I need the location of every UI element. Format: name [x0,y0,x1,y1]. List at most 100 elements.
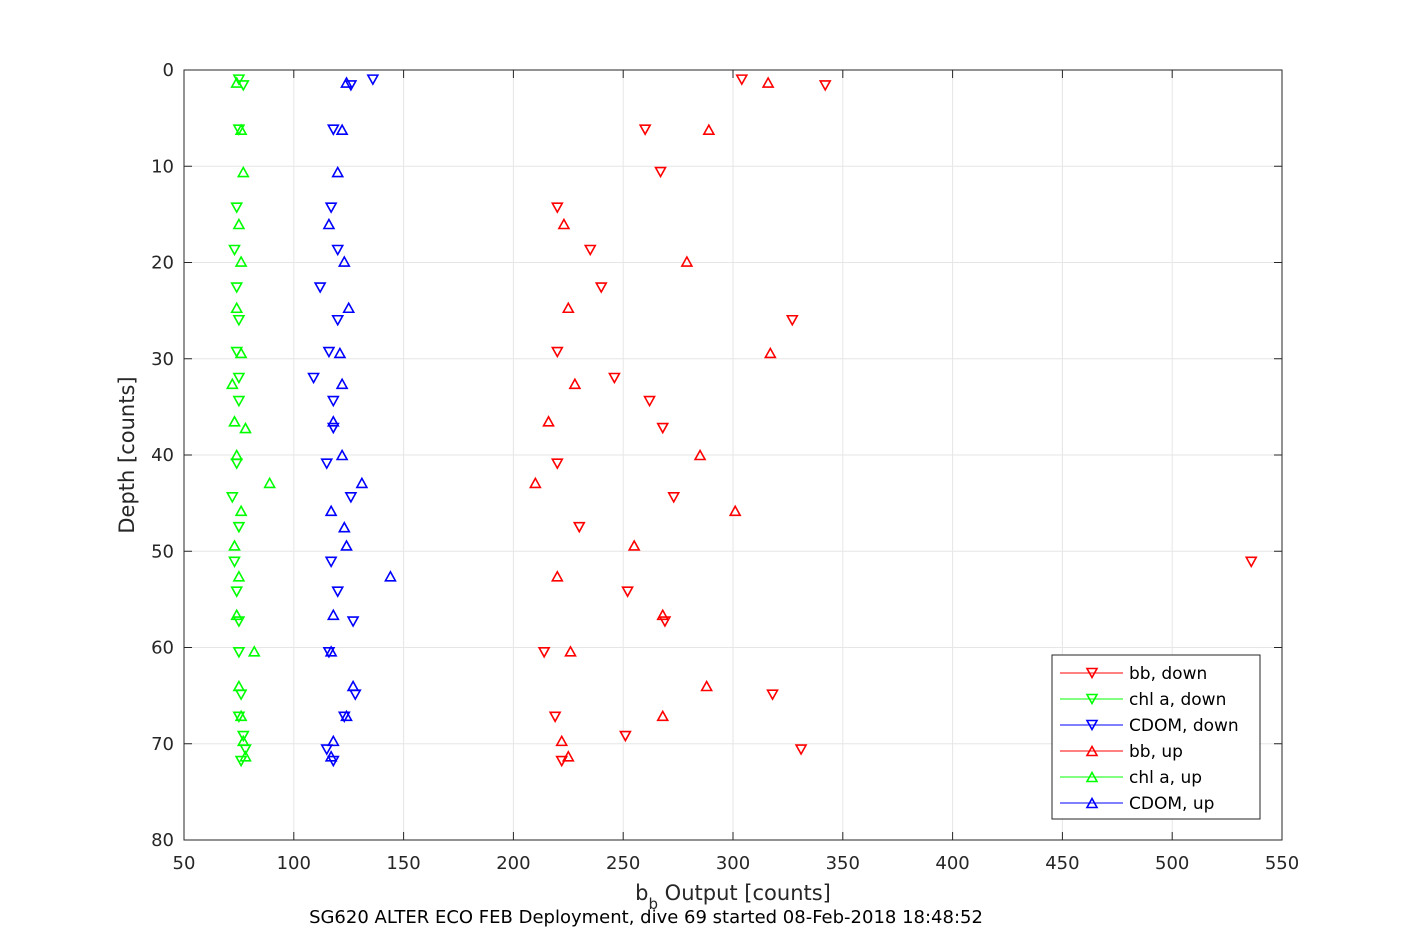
data-point [693,448,707,461]
data-point [355,476,369,489]
data-point [555,734,569,747]
data-point [230,301,244,314]
legend-label: bb, up [1129,742,1183,762]
data-point [735,74,749,86]
data-point [337,255,351,267]
data-point [346,616,360,628]
data-point [557,217,571,230]
data-point [550,458,564,470]
y-axis-label: Depth [counts] [115,376,139,533]
data-point [658,616,672,628]
data-point [794,744,808,756]
data-point [228,244,241,257]
data-point [234,504,248,517]
legend-marker [1085,796,1099,809]
legend-marker [1085,667,1099,680]
data-point [313,282,327,294]
data-point [621,586,634,598]
data-point [324,202,338,214]
x-tick-label: 100 [277,853,311,874]
axis-ticks: 50 100 150 200 250 300 350 400 450 500 550 0 10 20 30 4… [151,60,1299,874]
y-tick-label: 30 [151,349,174,370]
data-point [307,372,320,385]
data-point [234,346,248,359]
x-tick-label: 200 [496,853,530,874]
data-point [340,709,353,722]
data-point [548,711,562,723]
data-point [236,734,250,747]
data-point [366,74,380,86]
data-point [340,539,353,551]
legend-label: chl a, up [1129,768,1202,788]
data-point [239,750,252,762]
data-point [337,521,351,533]
data-point [230,76,244,88]
data-point [234,709,248,722]
data-point [324,556,338,568]
data-point [643,395,656,408]
legend-label: bb, down [1129,664,1207,684]
series-bb-down [537,74,1258,768]
y-tick-label: 40 [151,445,174,466]
data-point [326,608,340,621]
data-point [331,314,345,327]
data-point [818,80,832,92]
legend-marker [1085,770,1099,783]
data-point [342,301,356,314]
legend-marker [1085,719,1099,732]
data-point [561,301,575,314]
data-point [763,346,777,359]
data-point [344,492,358,504]
x-tick-label: 350 [826,853,860,874]
data-point [236,730,250,743]
y-tick-label: 60 [151,638,174,659]
data-point [761,76,775,88]
data-point [326,395,340,408]
data-point [656,608,670,621]
data-point [656,709,670,722]
data-point [230,448,244,461]
data-point [228,415,241,427]
data-point [333,346,347,359]
legend-label: chl a, down [1129,690,1226,710]
data-point [234,123,248,135]
y-tick-label: 80 [151,830,174,851]
data-point [322,346,336,359]
data-point [656,422,670,435]
data-point [608,372,621,385]
data-point [728,504,742,517]
data-point [225,492,239,504]
data-point [324,750,338,762]
data-point [322,217,336,230]
data-point [346,679,360,692]
data-point [324,504,338,517]
data-point [230,608,244,621]
data-point [572,521,586,534]
y-tick-label: 0 [163,60,174,81]
series-chl-a-up [225,76,277,762]
data-point [232,679,246,692]
data-point [326,124,340,136]
data-point [550,202,564,214]
data-point [232,647,246,659]
data-point [331,165,345,178]
x-axis-label-rest: Output [counts] [658,881,831,905]
series-bb-up [529,76,777,762]
data-point [232,711,246,723]
data-point [561,750,575,762]
data-point [326,415,340,427]
x-tick-label: 300 [716,853,750,874]
legend-label: CDOM, down [1129,716,1239,736]
chart-caption: SG620 ALTER ECO FEB Deployment, dive 69 … [309,907,983,928]
data-point [335,448,349,461]
data-point [232,616,246,628]
x-tick-label: 550 [1265,853,1299,874]
data-point [225,377,239,390]
data-point [324,645,338,657]
data-point [638,124,652,136]
series-chl-a-down [225,74,252,768]
data-point [228,556,241,568]
data-point [785,314,799,327]
data-point [331,244,345,257]
data-point [344,80,358,92]
